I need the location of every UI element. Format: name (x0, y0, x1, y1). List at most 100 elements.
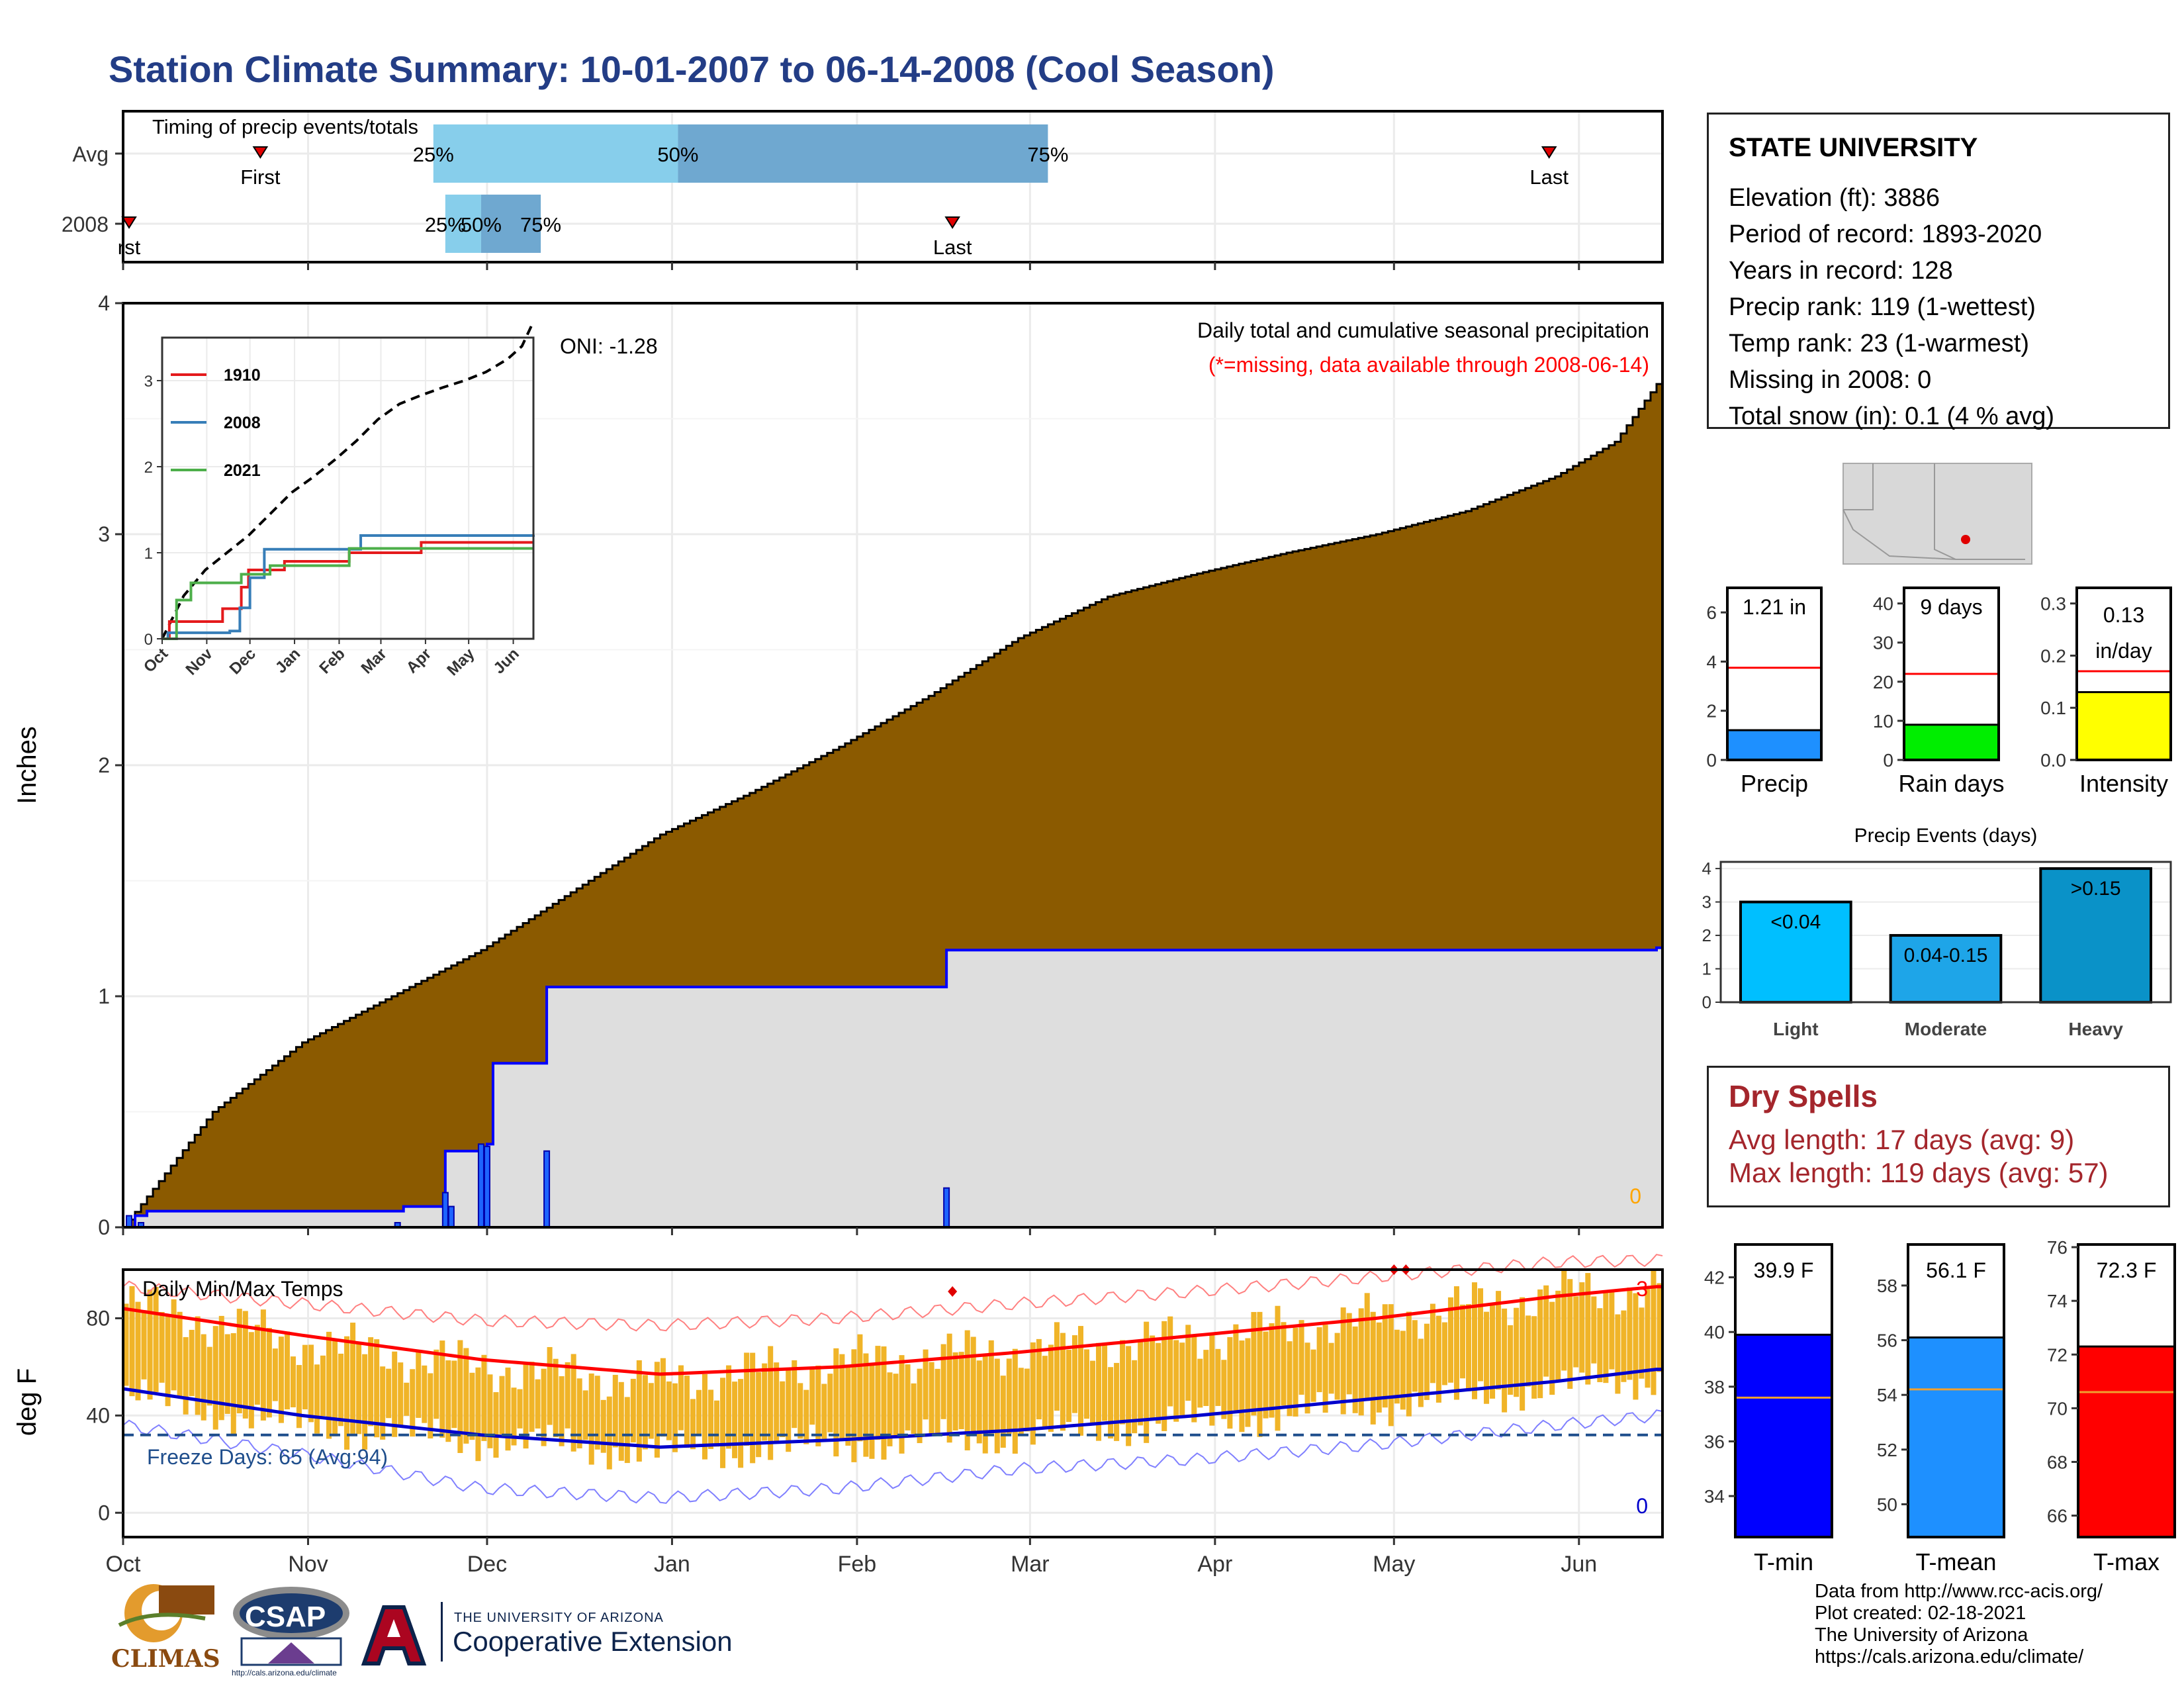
temp-daily-bar (1150, 1335, 1156, 1420)
precip-y-tick-label: 1 (98, 984, 110, 1008)
temp-total-frame-2 (2077, 1243, 2176, 1538)
temp-daily-bar (224, 1334, 230, 1414)
temp-daily-bar (1018, 1368, 1024, 1434)
temp-daily-bar (708, 1389, 714, 1449)
temp-daily-bar (1478, 1288, 1484, 1382)
temp-daily-bar (1400, 1331, 1406, 1410)
precip-total-axis-label: Intensity (2079, 770, 2168, 797)
temp-daily-bar (911, 1383, 917, 1434)
temp-daily-bar (1215, 1348, 1221, 1406)
temp-daily-bar (612, 1374, 618, 1448)
temp-daily-bars (123, 1268, 1662, 1470)
credit-line-source: Data from http://www.rcc-acis.org/ (1815, 1581, 2103, 1602)
temp-total-y-tick-label: 74 (2047, 1291, 2068, 1311)
precip-total-frame-2 (2075, 586, 2172, 761)
temp-daily-bar (1514, 1307, 1520, 1397)
temp-daily-bar (129, 1286, 135, 1397)
temp-freeze-label: Freeze Days: 65 (Avg:94) (147, 1445, 388, 1469)
temp-daily-bar (505, 1367, 511, 1451)
temp-daily-bar (976, 1360, 982, 1444)
temp-daily-bar (851, 1349, 857, 1462)
temp-daily-bar (445, 1360, 451, 1442)
temp-daily-bar (1567, 1279, 1573, 1389)
timing-panel-frame (122, 110, 1664, 263)
events-x-tick-label: Heavy (2068, 1019, 2123, 1039)
precip-daily-bar (126, 1215, 133, 1229)
temp-total-y-tick-label: 66 (2047, 1506, 2068, 1526)
temp-daily-bar (958, 1352, 964, 1430)
timing-bar-q2 (480, 195, 541, 253)
temp-daily-bar (594, 1376, 600, 1450)
temp-daily-bar (260, 1309, 266, 1421)
temp-daily-bar (338, 1353, 344, 1427)
temp-daily-bar (1138, 1341, 1144, 1426)
temp-total-y-tick-label: 40 (1704, 1322, 1725, 1342)
temp-daily-bar (1340, 1307, 1346, 1415)
timing-bar-q1 (433, 124, 678, 183)
ua-logo-big-text: Cooperative Extension (453, 1626, 733, 1657)
events-bar-light (1739, 900, 1852, 1004)
temp-daily-bar (529, 1362, 535, 1432)
temp-daily-bar (1322, 1325, 1328, 1413)
temp-total-frame-0 (1734, 1243, 1833, 1538)
temp-daily-bar (1132, 1360, 1138, 1434)
temp-daily-bar (917, 1368, 923, 1444)
temp-daily-bar (469, 1372, 475, 1440)
temp-daily-bar (308, 1344, 314, 1423)
temp-daily-bar (1006, 1358, 1012, 1434)
temp-daily-bar (1334, 1333, 1340, 1400)
temp-total-value-label: 56.1 F (1926, 1258, 1986, 1282)
temp-daily-bar (1621, 1310, 1627, 1382)
temp-daily-bar (242, 1311, 248, 1419)
dry-spells-max: Max length: 119 days (avg: 57) (1729, 1157, 2109, 1188)
temp-daily-bar (272, 1348, 278, 1401)
precip-y-tick-label: 0 (98, 1215, 110, 1239)
temp-daily-bar (875, 1346, 881, 1440)
timing-marker-label: First (240, 165, 281, 189)
temp-daily-bar (1364, 1293, 1370, 1401)
temp-daily-bar (845, 1367, 851, 1446)
temp-daily-bar (994, 1358, 1000, 1454)
credits: Data from http://www.rcc-acis.org/ Plot … (1815, 1581, 2103, 1668)
precip-daily-bar (543, 1150, 551, 1228)
inset-series-line-2021 (162, 547, 533, 640)
events-title: Precip Events (days) (1854, 825, 2038, 847)
temp-daily-bar (940, 1344, 946, 1419)
temp-daily-bar (1173, 1340, 1179, 1422)
precip-daily-bar (477, 1143, 484, 1228)
temp-x-tick-label: Jun (1561, 1552, 1597, 1577)
temp-x-tick-label: Jan (654, 1552, 690, 1577)
temp-daily-bar (236, 1309, 242, 1414)
temp-daily-bar (684, 1376, 690, 1448)
temp-total-y-tick-label: 56 (1877, 1331, 1897, 1351)
temp-daily-bar (1508, 1325, 1514, 1395)
temp-record-marker (948, 1286, 958, 1297)
temp-daily-bar (934, 1368, 940, 1434)
temp-daily-bar (696, 1389, 702, 1435)
temp-record-high-count: 3 (1636, 1277, 1648, 1301)
temp-avg-max-line (122, 1285, 1662, 1376)
precip-y-tick-label: 3 (98, 522, 110, 546)
temp-daily-bar (1370, 1311, 1376, 1425)
temp-daily-bar (1000, 1376, 1006, 1448)
temp-daily-bar (416, 1351, 422, 1418)
temp-total-bar-1 (1907, 1336, 2005, 1538)
temp-daily-bar (1328, 1342, 1334, 1394)
temp-daily-bar (821, 1383, 827, 1441)
temp-daily-bar (1573, 1296, 1579, 1368)
temp-daily-bar (1144, 1321, 1150, 1443)
temp-total-y-tick-label: 54 (1877, 1385, 1897, 1405)
temp-daily-bar (1525, 1315, 1531, 1387)
temp-daily-bar (1591, 1296, 1597, 1364)
temp-total-bar-2 (2077, 1345, 2176, 1538)
precip-total-y-tick-label: 2 (1706, 701, 1717, 722)
temp-daily-bar (881, 1346, 887, 1460)
credit-line-url: https://cals.arizona.edu/climate/ (1815, 1646, 2084, 1667)
temp-daily-bar (451, 1360, 457, 1429)
temp-total-y-tick-label: 42 (1704, 1268, 1725, 1288)
csap-logo-text: CSAP (245, 1601, 326, 1633)
dry-spells-heading: Dry Spells (1729, 1079, 1878, 1113)
station-snow: Total snow (in): 0.1 (4 % avg) (1729, 402, 2055, 430)
temp-y-tick-label: 0 (98, 1501, 110, 1524)
temp-total-y-tick-label: 52 (1877, 1440, 1897, 1460)
